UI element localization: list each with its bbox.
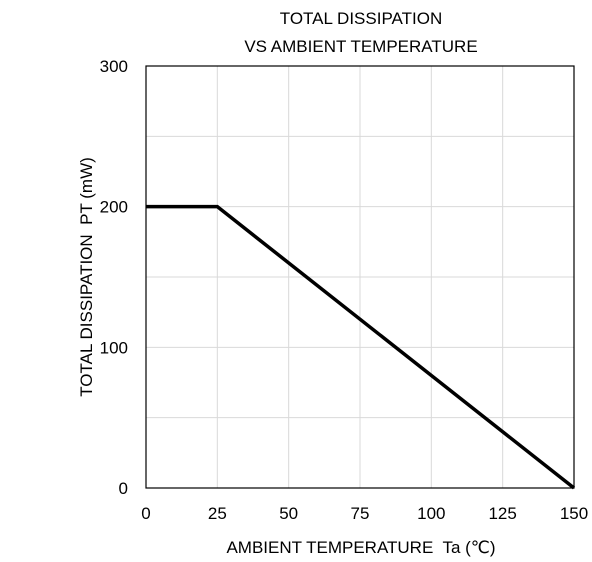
y-tick-labels: 0 100 200 300 (100, 57, 128, 498)
x-tick-labels: 0 25 50 75 100 125 150 (141, 504, 588, 523)
x-tick-label: 25 (208, 504, 227, 523)
x-tick-label: 50 (279, 504, 298, 523)
chart-title-line-2: VS AMBIENT TEMPERATURE (244, 37, 477, 56)
chart-title-line-1: TOTAL DISSIPATION (280, 9, 442, 28)
y-tick-label: 200 (100, 198, 128, 217)
series-group (146, 204, 576, 490)
x-tick-label: 100 (417, 504, 445, 523)
x-tick-label: 75 (351, 504, 370, 523)
x-tick-label: 0 (141, 504, 150, 523)
y-tick-label: 100 (100, 338, 128, 357)
x-tick-label: 125 (488, 504, 516, 523)
x-tick-label: 150 (560, 504, 588, 523)
y-tick-label: 0 (119, 479, 128, 498)
series-line (146, 204, 576, 490)
y-axis-label: TOTAL DISSIPATION PT (mW) (77, 157, 96, 397)
plot-area (145, 65, 575, 489)
grid-lines (146, 66, 574, 488)
x-axis-label: AMBIENT TEMPERATURE Ta (℃) (226, 538, 495, 557)
y-tick-label: 300 (100, 57, 128, 76)
